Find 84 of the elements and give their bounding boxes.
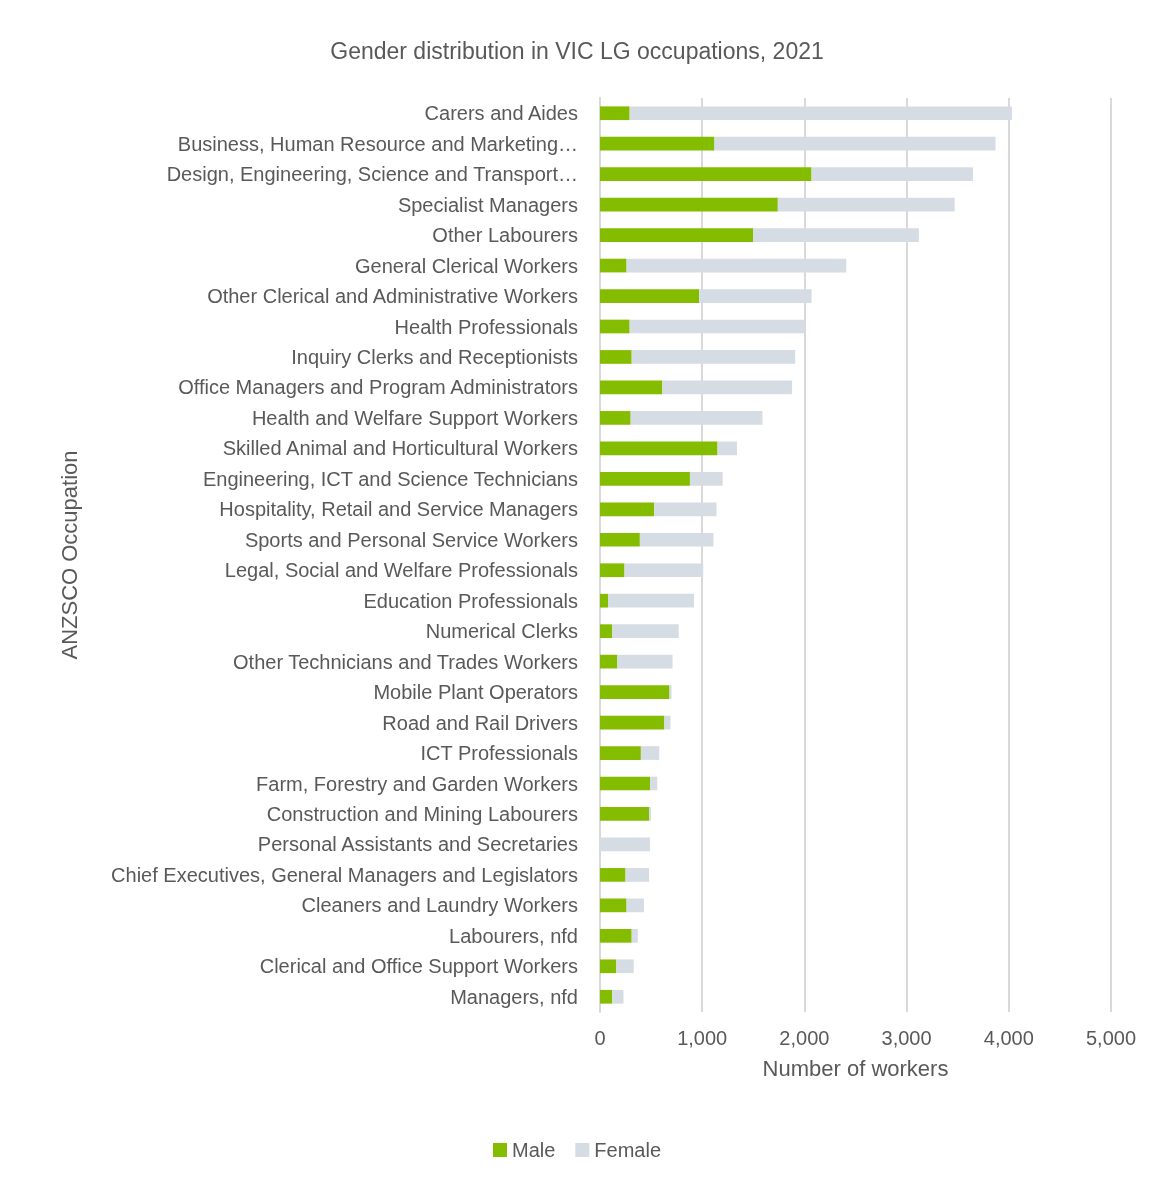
y-tick-label: ICT Professionals bbox=[420, 742, 578, 765]
bar bbox=[600, 532, 640, 547]
bar bbox=[600, 685, 670, 699]
bar bbox=[600, 654, 618, 669]
y-tick-label: Personal Assistants and Secretaries bbox=[257, 833, 578, 856]
y-tick-label: Education Professionals bbox=[363, 589, 578, 612]
bar bbox=[600, 167, 812, 182]
bar bbox=[625, 868, 650, 882]
bar bbox=[600, 715, 665, 730]
y-tick-label: Skilled Animal and Horticultural Workers bbox=[222, 437, 578, 460]
bar bbox=[600, 136, 715, 151]
y-tick-label: Hospitality, Retail and Service Managers bbox=[219, 498, 578, 521]
y-tick-label: Other Technicians and Trades Workers bbox=[233, 650, 578, 673]
x-tick-label: 4,000 bbox=[983, 1027, 1034, 1049]
y-tick-label: Labourers, nfd bbox=[449, 924, 578, 947]
bar bbox=[649, 807, 652, 821]
x-tick-label: 1,000 bbox=[677, 1027, 728, 1049]
bar bbox=[600, 106, 630, 121]
bar bbox=[600, 989, 613, 1004]
bar bbox=[631, 928, 638, 943]
bar bbox=[650, 776, 658, 791]
bar bbox=[600, 807, 650, 821]
x-tick-label: 0 bbox=[594, 1027, 606, 1049]
bar bbox=[626, 898, 644, 913]
y-tick-label: Carers and Aides bbox=[424, 102, 578, 125]
bar bbox=[600, 624, 613, 639]
bar bbox=[717, 441, 737, 456]
y-tick-label: Inquiry Clerks and Receptionists bbox=[291, 345, 578, 368]
y-tick-label: Business, Human Resource and Marketing… bbox=[177, 132, 578, 155]
bar bbox=[600, 228, 754, 242]
bar bbox=[600, 471, 690, 486]
y-tick-label: Farm, Forestry and Garden Workers bbox=[256, 772, 578, 795]
bar bbox=[600, 563, 625, 578]
bar bbox=[600, 350, 632, 364]
bar bbox=[600, 411, 631, 425]
bar bbox=[600, 593, 609, 608]
bar bbox=[616, 959, 634, 974]
y-tick-label: Clerical and Office Support Workers bbox=[259, 955, 578, 978]
y-tick-label: Legal, Social and Welfare Professionals bbox=[224, 559, 578, 582]
x-tick-label: 2,000 bbox=[779, 1027, 830, 1049]
bar bbox=[669, 685, 672, 699]
y-tick-label: General Clerical Workers bbox=[354, 254, 578, 277]
bar bbox=[600, 959, 617, 974]
x-tick-label: 3,000 bbox=[881, 1027, 932, 1049]
y-tick-label: Design, Engineering, Science and Transport… bbox=[166, 163, 578, 186]
bar bbox=[600, 441, 718, 456]
y-tick-label: Sports and Personal Service Workers bbox=[244, 528, 578, 551]
y-tick-label: Health Professionals bbox=[394, 315, 578, 338]
bar bbox=[612, 624, 679, 639]
bar bbox=[608, 593, 695, 608]
bar bbox=[600, 776, 651, 791]
y-tick-label: Engineering, ICT and Science Technicians bbox=[202, 467, 578, 490]
y-tick-label: Numerical Clerks bbox=[425, 620, 578, 643]
legend-label: Male bbox=[511, 1139, 556, 1161]
y-axis-title: ANZSCO Occupation bbox=[56, 450, 82, 660]
chart-title: Gender distribution in VIC LG occupations, 2021 bbox=[330, 37, 824, 64]
bar bbox=[612, 989, 624, 1004]
bar bbox=[640, 746, 660, 760]
y-tick-label: Office Managers and Program Administrators bbox=[178, 376, 578, 399]
bar bbox=[600, 380, 663, 395]
y-tick-label: Health and Welfare Support Workers bbox=[251, 406, 578, 429]
y-tick-label: Managers, nfd bbox=[450, 985, 578, 1008]
y-tick-label: Construction and Mining Labourers bbox=[266, 802, 578, 825]
x-tick-label: 5,000 bbox=[1085, 1027, 1137, 1049]
bar bbox=[600, 258, 627, 273]
bar bbox=[617, 654, 673, 669]
bar bbox=[600, 197, 778, 212]
bar bbox=[664, 715, 671, 730]
bar bbox=[600, 289, 700, 303]
bar bbox=[600, 928, 632, 943]
bar bbox=[600, 502, 655, 517]
y-tick-label: Road and Rail Drivers bbox=[382, 711, 578, 734]
bar bbox=[600, 868, 626, 882]
y-tick-label: Cleaners and Laundry Workers bbox=[301, 894, 578, 917]
y-tick-label: Specialist Managers bbox=[397, 193, 578, 216]
bar bbox=[600, 746, 641, 760]
y-tick-label: Other Labourers bbox=[432, 224, 578, 247]
y-tick-label: Chief Executives, General Managers and Legislators bbox=[111, 863, 578, 886]
y-tick-label: Mobile Plant Operators bbox=[373, 681, 578, 704]
bar bbox=[600, 319, 630, 334]
x-axis-title: Number of workers bbox=[762, 1055, 949, 1081]
y-tick-label: Other Clerical and Administrative Workers bbox=[207, 285, 578, 308]
bar bbox=[600, 898, 627, 913]
legend-label: Female bbox=[594, 1139, 662, 1161]
